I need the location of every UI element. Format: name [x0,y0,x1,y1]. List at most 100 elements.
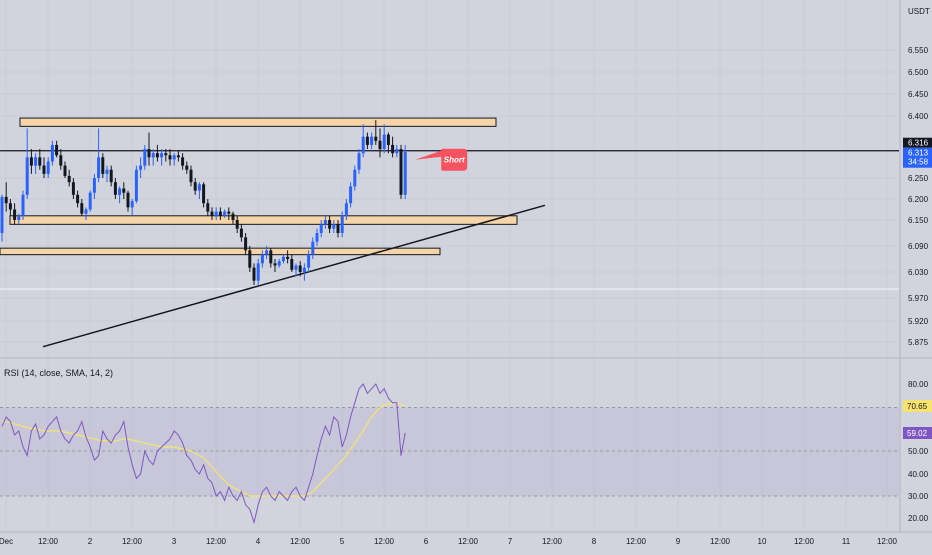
rsi-band [0,407,899,496]
rsi-current-value: 59.02 [907,429,928,438]
time-label: 12:00 [542,537,563,546]
candle-body [21,194,25,216]
current-price-badge: 6.316 [903,137,932,148]
currency-label: USDT [908,7,930,16]
candle-body [332,224,336,229]
rsi-tick-label: 30.00 [908,492,929,501]
rsi-tick-label: 50.00 [908,447,929,456]
candle-body [139,165,143,170]
candle-body [25,157,29,195]
rsi-sma-line [2,402,406,497]
candle-body [130,201,134,208]
rsi-sma-badge: 70.65 [903,399,932,412]
candle-body [197,184,201,191]
candle-body [378,140,382,150]
candle-body [210,211,214,216]
candle-body [323,220,327,225]
time-label: 12:00 [794,537,815,546]
candle-body [302,267,306,272]
trendline[interactable] [42,204,546,348]
candle-body [260,254,264,264]
candle-body [134,169,138,202]
candle-body [76,194,80,204]
candle-body [126,192,130,208]
candle-body [357,153,361,170]
candle-body [365,136,369,145]
rsi-line [1,383,406,525]
candle-body [181,157,185,166]
candle-body [17,215,21,220]
time-label: 12:00 [458,537,479,546]
candle-body [13,209,17,220]
candle-body [290,259,294,270]
support-resistance-zones[interactable] [0,117,518,256]
candle-body [160,153,164,158]
candle-body [315,233,319,242]
candle-body [122,188,126,193]
candle-body [168,155,172,160]
candle-body [281,256,285,262]
candle-body [403,151,407,195]
candle-body [386,134,390,145]
time-label: 2 [88,537,93,546]
candle-body [34,157,38,166]
time-label: 12:00 [710,537,731,546]
candle-body [193,182,197,191]
candle-body [63,165,67,176]
rsi-tick-label: 20.00 [908,514,929,523]
candle-body [105,169,109,174]
candle-body [382,134,386,150]
short-callout[interactable]: Short [415,148,468,171]
time-label: 6 [424,537,429,546]
candle-body [256,263,260,281]
candle-body [244,237,248,251]
candle-body [370,136,374,145]
candle-body [286,256,290,259]
candle-body [88,192,92,210]
short-label-bubble [415,148,468,171]
candle-body [277,261,281,266]
candle-body [294,265,298,270]
time-label: Dec [0,537,13,546]
time-label: 5 [340,537,345,546]
rsi-tick-label: 40.00 [908,470,929,479]
time-label: 12:00 [206,537,227,546]
time-axis[interactable]: Dec 12:00 2 12:00 3 12:00 4 12:00 5 12:00 6 12:00 7 1… [0,531,932,546]
candle-body [164,153,168,156]
candle-body [214,211,218,216]
price-tick-label: 6.200 [908,195,929,204]
candle-body [361,136,365,154]
candle-body [155,153,159,158]
price-tick-label: 6.150 [908,216,929,225]
time-label: 10 [758,537,767,546]
candle-body [67,175,71,183]
candle-body [109,169,113,183]
time-label: 7 [508,537,513,546]
price-scale[interactable]: USDT 6.550 6.500 6.450 6.400 6.250 6.200 6.150… [903,7,932,347]
candle-body [353,169,357,187]
candle-body [269,250,273,264]
candle-body [374,136,378,141]
candle-body [206,203,210,212]
current-price-label: 6.316 [908,139,929,148]
candle-body [399,149,403,195]
rsi-sma-value: 70.65 [907,402,928,411]
candle-body [231,213,235,220]
candle-body [92,178,96,193]
candle-body [143,149,147,166]
price-tick-label: 6.550 [908,46,929,55]
price-tick-label: 5.920 [908,317,929,326]
candle-body [97,157,101,178]
time-label: 12:00 [38,537,59,546]
price-tick-label: 6.450 [908,90,929,99]
candle-body [189,169,193,183]
candle-body [46,161,50,174]
candle-body [319,224,323,233]
bar-countdown: 34:58 [908,158,929,167]
rsi-legend[interactable]: RSI (14, close, SMA, 14, 2) [4,368,113,378]
time-label: 8 [592,537,597,546]
candle-body [42,165,46,174]
